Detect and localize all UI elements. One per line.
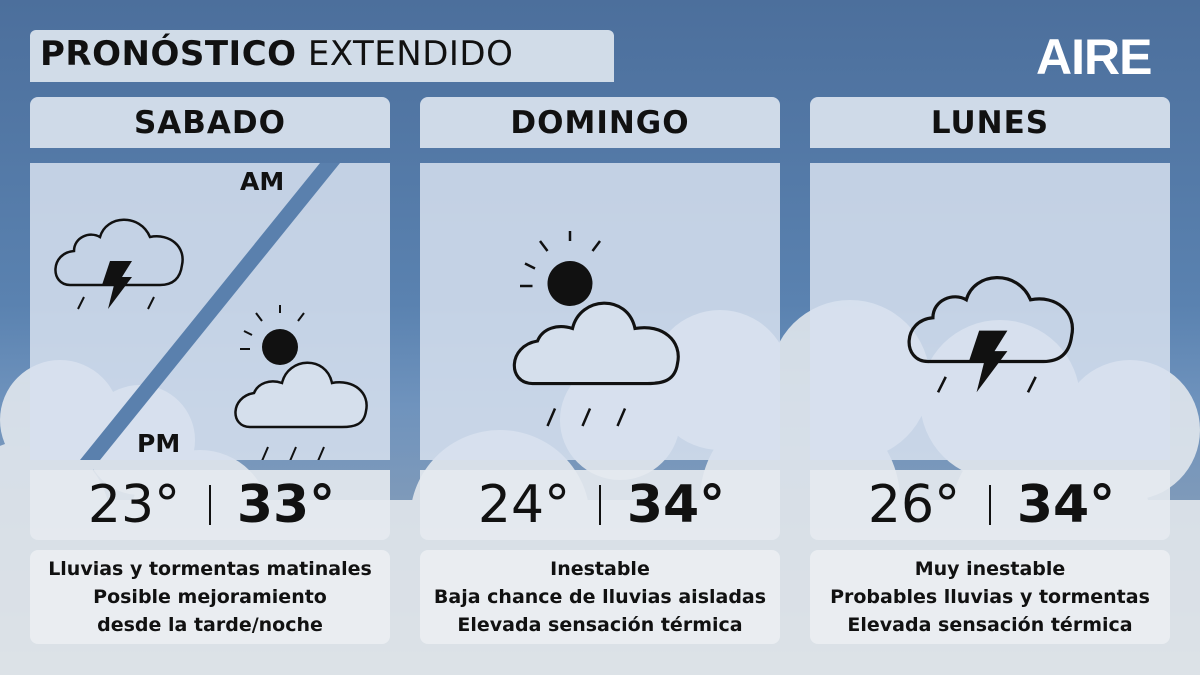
icon-panel: AM PM [30, 163, 390, 460]
temperature-row: 24° 34° [420, 470, 780, 540]
max-temp: 33° [236, 475, 336, 535]
divider [209, 485, 211, 525]
am-pm-divider [80, 163, 340, 460]
desc-line: Elevada sensación térmica [847, 614, 1133, 636]
day-name: DOMINGO [420, 97, 780, 148]
forecast-description: Muy inestable Probables lluvias y torment… [810, 550, 1170, 644]
desc-line: Posible mejoramiento [93, 586, 327, 608]
pm-label: PM [137, 429, 181, 458]
max-temp: 34° [1016, 475, 1116, 535]
icon-panel [420, 163, 780, 460]
am-label: AM [240, 167, 285, 196]
day-card-sabado: SABADO AM PM 23° 33° Lluvias y tormentas … [30, 97, 390, 644]
desc-line: Inestable [550, 558, 650, 580]
day-name: SABADO [30, 97, 390, 148]
divider [989, 485, 991, 525]
temperature-row: 23° 33° [30, 470, 390, 540]
max-temp: 34° [626, 475, 726, 535]
day-card-domingo: DOMINGO 24° 34° Inestable Baja chance de l… [420, 97, 780, 644]
day-name: LUNES [810, 97, 1170, 148]
divider [599, 485, 601, 525]
desc-line: Lluvias y tormentas matinales [48, 558, 372, 580]
desc-line: desde la tarde/noche [97, 614, 323, 636]
desc-line: Baja chance de lluvias aisladas [433, 586, 767, 608]
min-temp: 26° [867, 475, 961, 535]
day-card-lunes: LUNES 26° 34° Muy inestable Probables lluv… [810, 97, 1170, 644]
forecast-description: Inestable Baja chance de lluvias aisladas… [420, 550, 780, 644]
desc-line: Probables lluvias y tormentas [830, 586, 1150, 608]
min-temp: 23° [87, 475, 181, 535]
partly-cloudy-rain-icon [512, 231, 680, 428]
icon-panel [810, 163, 1170, 460]
forecast-description: Lluvias y tormentas matinales Posible mej… [30, 550, 390, 644]
page-title: PRONÓSTICO EXTENDIDO [30, 30, 614, 82]
thunderstorm-icon [50, 185, 190, 315]
thunderstorm-icon [902, 233, 1082, 400]
partly-cloudy-rain-icon [234, 305, 368, 460]
min-temp: 24° [477, 475, 571, 535]
aire-logo: AIRE [1036, 29, 1152, 85]
desc-line: Muy inestable [914, 558, 1066, 580]
temperature-row: 26° 34° [810, 470, 1170, 540]
desc-line: Elevada sensación térmica [457, 614, 743, 636]
